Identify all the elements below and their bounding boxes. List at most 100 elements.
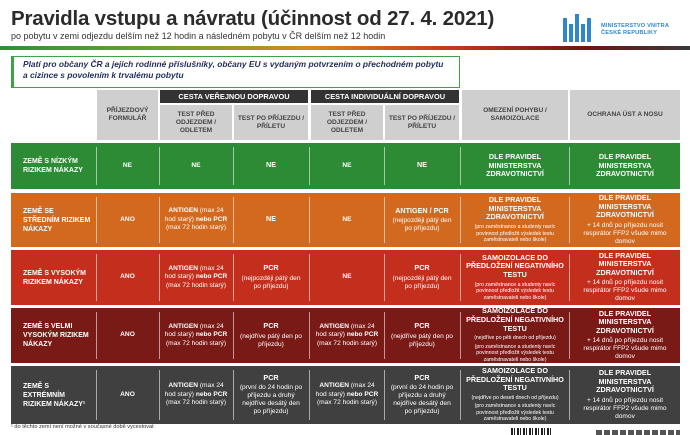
cell-movement: SAMOIZOLACE DO PŘEDLOŽENÍ NEGATIVNÍHO TE… xyxy=(462,250,568,305)
test-timing: (nejpozději pátý den po příjezdu) xyxy=(392,217,452,233)
zone-name: ZEMĚ S NÍZKÝM RIZIKEM NÁKAZY xyxy=(23,158,83,174)
test-type: NE xyxy=(342,215,352,223)
rule-title: DLE PRAVIDEL MINISTERSTVA ZDRAVOTNICTVÍ xyxy=(596,368,654,395)
cell-test-before: ANTIGEN (max 24 hod starý) nebo PCR (max… xyxy=(160,366,232,424)
cell-test-before: ANTIGEN (max 24 hod starý) nebo PCR (max… xyxy=(311,308,383,363)
column-separator xyxy=(233,254,234,301)
rule-detail: (pro zaměstnance a studenty navíc povinn… xyxy=(474,281,556,301)
form-value: ANO xyxy=(120,273,135,281)
column-separator xyxy=(569,147,570,185)
risk-row: ZEMĚ S VYSOKÝM RIZIKEM NÁKAZY ANO ANTIGEN … xyxy=(11,250,680,305)
rule-detail: + 14 dnů po příjezdu nosit respirátor FF… xyxy=(583,396,667,420)
column-separator xyxy=(96,370,97,420)
test-type: ANTIGEN xyxy=(319,322,349,330)
column-separator xyxy=(96,147,97,185)
column-separator xyxy=(460,370,461,420)
test-alt-validity: (max 72 hodin starý) xyxy=(165,224,227,232)
column-separator xyxy=(569,370,570,420)
column-separator xyxy=(309,312,310,359)
column-separator xyxy=(384,147,385,185)
cell-protection: DLE PRAVIDEL MINISTERSTVA ZDRAVOTNICTVÍ +… xyxy=(570,193,680,247)
page-subtitle: po pobytu v zemi odjezdu delším než 12 h… xyxy=(11,31,386,41)
column-separator xyxy=(233,370,234,420)
test-type: ANTIGEN xyxy=(168,264,198,272)
cell-test-before: ANTIGEN (max 24 hod starý) nebo PCR (max… xyxy=(160,308,232,363)
column-separator xyxy=(159,147,160,185)
test-alternative: nebo PCR xyxy=(346,331,379,339)
test-type: PCR xyxy=(263,263,279,273)
col-header-form: PŘÍJEZDOVÝ FORMULÁŘ xyxy=(97,90,158,140)
cell-test-after: PCR (první do 24 hodin po příjezdu a druh… xyxy=(234,366,308,424)
risk-row: ZEMĚ S EXTRÉMNÍM RIZIKEM NÁKAZY¹ ANO ANTIG… xyxy=(11,366,680,424)
cell-form: NE xyxy=(97,143,158,189)
test-timing: (nejdříve pátý den po příjezdu) xyxy=(240,332,302,348)
footer-text-strip xyxy=(596,430,680,435)
cell-test-after: PCR (nejdříve pátý den po příjezdu) xyxy=(234,308,308,363)
test-type: NE xyxy=(266,213,276,223)
zone-label: ZEMĚ S VYSOKÝM RIZIKEM NÁKAZY xyxy=(11,250,95,305)
zone-label: ZEMĚ S NÍZKÝM RIZIKEM NÁKAZY xyxy=(11,143,95,189)
qr-code xyxy=(511,428,551,435)
test-timing: (první do 24 hodin po příjezdu a druhý n… xyxy=(239,384,303,416)
column-separator xyxy=(309,370,310,420)
cell-form: ANO xyxy=(97,308,158,363)
risk-row: ZEMĚ S NÍZKÝM RIZIKEM NÁKAZY NE NE NE NE NE DL… xyxy=(11,143,680,189)
rule-title: SAMOIZOLACE DO PŘEDLOŽENÍ NEGATIVNÍHO TE… xyxy=(466,252,564,279)
test-type: ANTIGEN xyxy=(168,207,198,215)
column-separator xyxy=(159,370,160,420)
test-type: ANTIGEN xyxy=(168,322,198,330)
form-value: ANO xyxy=(120,331,135,339)
zone-name: ZEMĚ S VELMI VYSOKÝM RIZIKEM NÁKAZY xyxy=(23,323,89,348)
cell-test-after: PCR (první do 24 hodin po příjezdu a druh… xyxy=(385,366,459,424)
cell-test-after: PCR (nejpozději pátý den po příjezdu) xyxy=(385,250,459,305)
test-alternative: nebo PCR xyxy=(195,273,228,281)
test-type: PCR xyxy=(414,263,430,273)
cell-test-before: NE xyxy=(311,250,383,305)
test-type: PCR xyxy=(414,372,430,382)
col-header-test-after-public: TEST PO PŘÍJEZDU / PŘÍLETU xyxy=(234,105,308,140)
column-separator xyxy=(159,197,160,243)
rule-title: SAMOIZOLACE DO PŘEDLOŽENÍ NEGATIVNÍHO TE… xyxy=(466,365,564,393)
rule-extra: (pro zaměstnance a studenty navíc povinn… xyxy=(474,403,556,423)
rule-detail: (nejdříve po pěti dnech od příjezdu) xyxy=(474,335,556,342)
test-alt-validity: (max 72 hodin starý) xyxy=(165,339,227,347)
cell-protection: DLE PRAVIDEL MINISTERSTVA ZDRAVOTNICTVÍ xyxy=(570,143,680,189)
cell-test-after: ANTIGEN / PCR (nejpozději pátý den po pří… xyxy=(385,193,459,247)
test-type: PCR xyxy=(414,321,430,331)
test-type: ANTIGEN xyxy=(168,382,198,390)
test-validity: (max 24 hod starý) xyxy=(315,382,375,398)
test-timing: (první do 24 hodin po příjezdu a druhý n… xyxy=(390,384,454,416)
column-separator xyxy=(460,147,461,185)
form-value: ANO xyxy=(120,215,135,223)
column-separator xyxy=(569,254,570,301)
rule-detail: + 14 dnů po příjezdu nosit respirátor FF… xyxy=(583,337,667,361)
cell-protection: DLE PRAVIDEL MINISTERSTVA ZDRAVOTNICTVÍ +… xyxy=(570,366,680,424)
column-separator xyxy=(96,254,97,301)
col-header-test-before-public: TEST PŘED ODJEZDEM / ODLETEM xyxy=(160,105,232,140)
column-separator xyxy=(384,254,385,301)
logo-line-2: ČESKÉ REPUBLIKY xyxy=(601,30,658,36)
col-header-test-before-individual: TEST PŘED ODJEZDEM / ODLETEM xyxy=(311,105,383,140)
column-separator xyxy=(96,312,97,359)
test-alt-validity: (max 72 hodin starý) xyxy=(316,399,378,407)
test-type: ANTIGEN / PCR xyxy=(395,205,449,215)
test-validity: (max 24 hod starý) xyxy=(164,207,224,223)
note-line-2: a cizince s povolením k trvalému pobytu xyxy=(23,70,184,80)
test-validity: (max 24 hod starý) xyxy=(164,264,224,281)
cell-movement: DLE PRAVIDEL MINISTERSTVA ZDRAVOTNICTVÍ xyxy=(462,143,568,189)
test-timing: (nejpozději pátý den po příjezdu) xyxy=(392,274,452,290)
group-header-individual-transport: CESTA INDIVIDUÁLNÍ DOPRAVOU xyxy=(311,90,459,103)
form-value: ANO xyxy=(120,390,135,398)
test-validity: (max 24 hod starý) xyxy=(164,322,224,339)
rule-detail: + 14 dnů po příjezdu nosit respirátor FF… xyxy=(583,221,667,245)
note-line-1: Platí pro občany ČR a jejich rodinné pří… xyxy=(23,59,444,69)
rule-detail: (nejdříve po deseti dnech od příjezdu) xyxy=(471,394,559,401)
test-alternative: nebo PCR xyxy=(195,215,228,223)
column-separator xyxy=(569,312,570,359)
column-separator xyxy=(159,254,160,301)
test-type: NE xyxy=(342,161,352,169)
cell-test-after: NE xyxy=(234,193,308,247)
cell-test-after: NE xyxy=(234,143,308,189)
cell-protection: DLE PRAVIDEL MINISTERSTVA ZDRAVOTNICTVÍ +… xyxy=(570,250,680,305)
column-separator xyxy=(309,147,310,185)
